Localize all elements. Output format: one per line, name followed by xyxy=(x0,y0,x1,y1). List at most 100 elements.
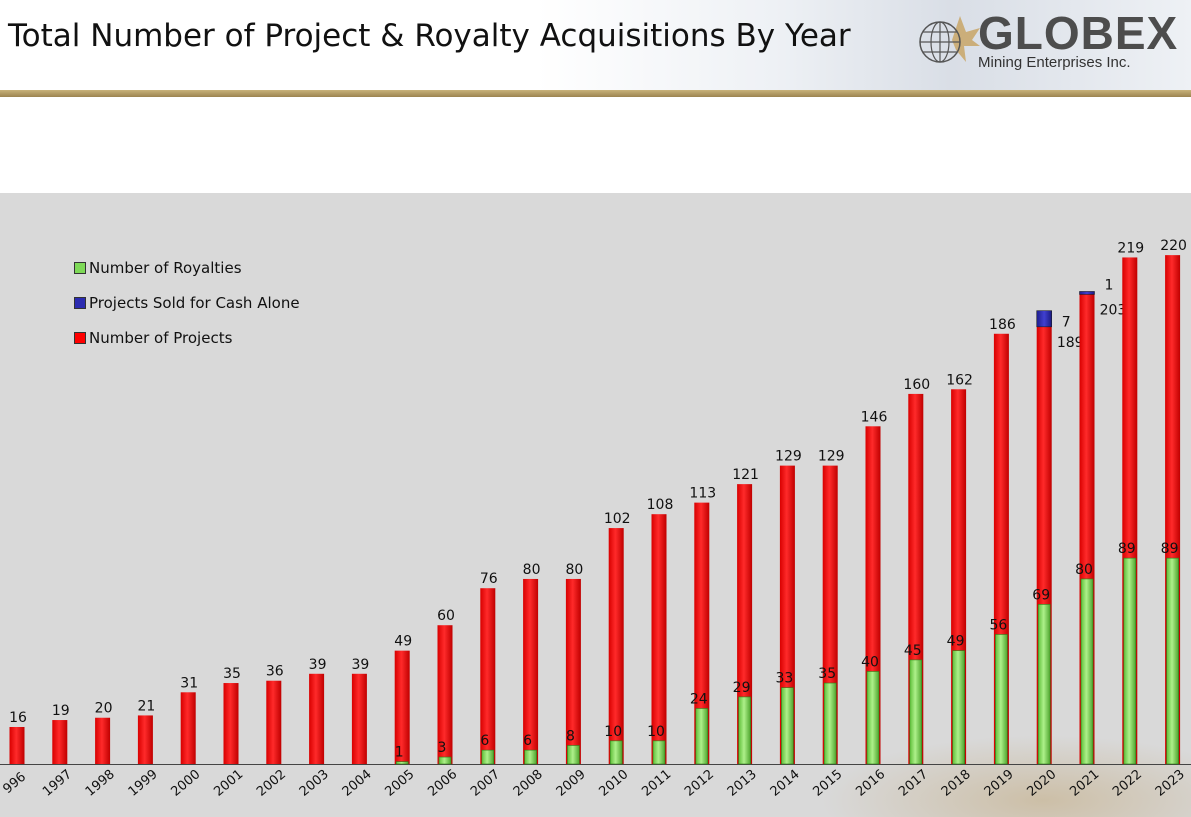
globex-logo: GLOBEX Mining Enterprises Inc. xyxy=(912,6,1187,78)
bar-projects-1997 xyxy=(52,720,68,764)
legend-label-royalties: Number of Royalties xyxy=(89,258,242,277)
label-projects-2015: 129 xyxy=(818,449,845,465)
tick-label-2012: 2012 xyxy=(682,767,717,800)
legend-swatch-royalties xyxy=(74,261,86,274)
legend-label-sold: Projects Sold for Cash Alone xyxy=(89,293,300,312)
blank-band xyxy=(0,97,1191,193)
globe-icon xyxy=(919,16,980,63)
legend-item-royalties: Number of Royalties xyxy=(74,250,300,285)
bar-royalties-2016 xyxy=(866,671,880,765)
label-projects-2022: 219 xyxy=(1117,240,1144,256)
bar-projects-2013 xyxy=(737,484,753,764)
label-projects-2019: 186 xyxy=(989,317,1016,333)
legend-item-sold: Projects Sold for Cash Alone xyxy=(74,285,300,320)
page-title: Total Number of Project & Royalty Acquis… xyxy=(8,18,851,54)
legend-label-projects: Number of Projects xyxy=(89,328,233,347)
label-projects-2016: 146 xyxy=(861,409,888,425)
bar-royalties-2018 xyxy=(952,650,965,765)
bar-projects-2008 xyxy=(523,578,539,764)
bar-royalties-2022 xyxy=(1123,557,1137,765)
bar-royalties-2011 xyxy=(652,740,666,765)
bar-royalties-2017 xyxy=(909,659,923,765)
bar-royalties-2014 xyxy=(781,687,794,765)
label-royalties-2011: 10 xyxy=(647,724,665,740)
label-projects-2002: 36 xyxy=(266,664,284,680)
label-royalties-2005: 1 xyxy=(395,745,404,761)
logo-subtitle: Mining Enterprises Inc. xyxy=(978,54,1131,71)
label-projects-2020: 189 xyxy=(1057,335,1084,351)
bar-royalties-2009 xyxy=(567,745,580,765)
tick-label-2010: 2010 xyxy=(596,767,631,800)
label-projects-2006: 60 xyxy=(437,608,455,624)
bar-projects-2002 xyxy=(266,680,282,764)
label-projects-2003: 39 xyxy=(309,657,327,673)
label-royalties-2006: 3 xyxy=(438,740,447,756)
label-royalties-2023: 89 xyxy=(1161,541,1179,557)
label-royalties-2015: 35 xyxy=(818,666,836,682)
label-projects-2004: 39 xyxy=(351,657,369,673)
tick-label-2023: 2023 xyxy=(1153,767,1188,800)
label-royalties-2013: 29 xyxy=(733,680,751,696)
bar-royalties-2023 xyxy=(1166,557,1179,765)
label-projects-2009: 80 xyxy=(565,562,583,578)
bar-royalties-2021 xyxy=(1080,578,1094,765)
tick-label-2015: 2015 xyxy=(810,767,845,800)
label-royalties-2012: 24 xyxy=(690,691,708,707)
bar-projects-1998 xyxy=(95,717,111,764)
bar-projects-1996 xyxy=(9,726,25,764)
label-projects-2017: 160 xyxy=(903,377,930,393)
legend-swatch-projects xyxy=(74,331,86,344)
tick-label-2004: 2004 xyxy=(340,767,375,800)
label-royalties-2019: 56 xyxy=(989,617,1007,633)
label-projects-2012: 113 xyxy=(689,486,716,502)
label-projects-2005: 49 xyxy=(394,634,412,650)
label-projects-2011: 108 xyxy=(647,497,674,513)
label-projects-2021: 203 xyxy=(1100,302,1127,318)
label-royalties-2017: 45 xyxy=(904,643,922,659)
legend-swatch-sold xyxy=(74,296,86,309)
tick-label-1996: 996 xyxy=(0,770,29,797)
legend-item-projects: Number of Projects xyxy=(74,320,300,355)
label-projects-2007: 76 xyxy=(480,571,498,587)
plot-area xyxy=(0,193,1191,817)
bar-royalties-2013 xyxy=(738,696,751,765)
bar-projects-2006 xyxy=(437,625,453,764)
label-royalties-2016: 40 xyxy=(861,654,879,670)
bar-projects-2009 xyxy=(565,578,581,764)
label-royalties-2022: 89 xyxy=(1118,541,1136,557)
bar-sold-2021 xyxy=(1079,291,1095,295)
label-projects-2001: 35 xyxy=(223,666,241,682)
tick-label-1998: 1998 xyxy=(83,767,118,800)
tick-label-2008: 2008 xyxy=(511,767,546,800)
label-royalties-2007: 6 xyxy=(480,733,489,749)
label-projects-2018: 162 xyxy=(946,372,973,388)
label-projects-2023: 220 xyxy=(1160,238,1187,254)
label-royalties-2018: 49 xyxy=(947,634,965,650)
bar-projects-2001 xyxy=(223,683,239,764)
tick-label-1997: 1997 xyxy=(40,767,75,800)
label-royalties-2009: 8 xyxy=(566,728,575,744)
bar-royalties-2020 xyxy=(1037,604,1051,765)
label-royalties-2020: 69 xyxy=(1032,587,1050,603)
label-projects-2008: 80 xyxy=(523,562,541,578)
bar-projects-2003 xyxy=(309,673,325,764)
tick-label-2018: 2018 xyxy=(939,767,974,800)
tick-label-2009: 2009 xyxy=(554,767,589,800)
bar-projects-2010 xyxy=(608,528,624,764)
label-projects-1997: 19 xyxy=(52,703,70,719)
label-royalties-2010: 10 xyxy=(604,724,622,740)
slide-header: Total Number of Project & Royalty Acquis… xyxy=(0,0,1191,90)
tick-label-2020: 2020 xyxy=(1024,767,1059,800)
tick-label-2013: 2013 xyxy=(725,767,760,800)
label-projects-1999: 21 xyxy=(137,698,155,714)
tick-label-1999: 1999 xyxy=(126,767,161,800)
tick-label-2021: 2021 xyxy=(1067,767,1102,800)
tick-label-2022: 2022 xyxy=(1110,767,1145,800)
bar-projects-2000 xyxy=(180,692,196,764)
bar-royalties-2008 xyxy=(524,749,537,765)
tick-label-2003: 2003 xyxy=(297,767,332,800)
header-divider xyxy=(0,90,1191,97)
bar-sold-2020 xyxy=(1036,310,1052,328)
tick-label-2014: 2014 xyxy=(768,767,803,800)
tick-label-2017: 2017 xyxy=(896,767,931,800)
